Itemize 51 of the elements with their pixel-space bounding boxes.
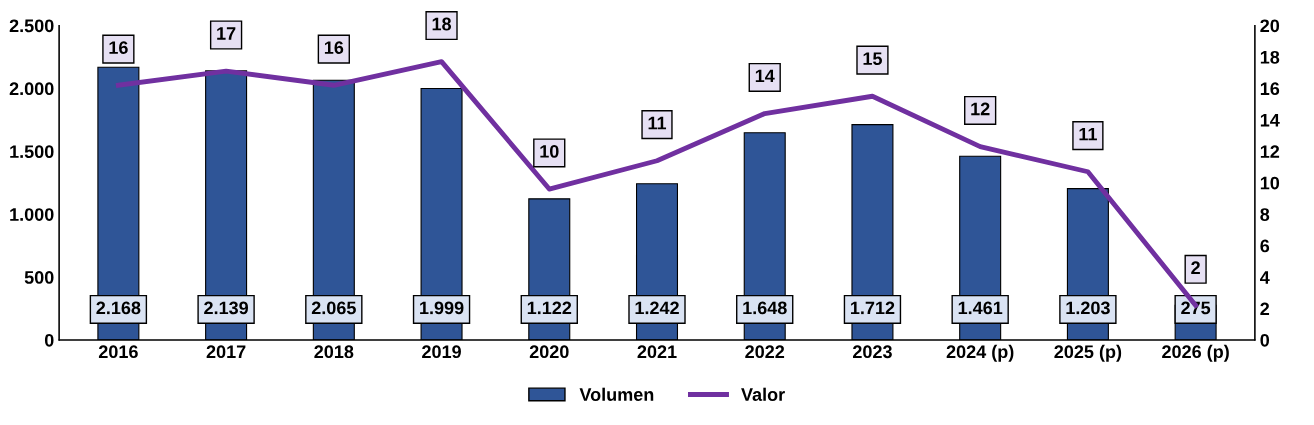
y2-tick-label: 2 <box>1260 302 1270 316</box>
y2-tick-label: 16 <box>1260 82 1280 96</box>
x-tick-label: 2020 <box>529 345 569 359</box>
data-label: 1.461 <box>958 301 1003 315</box>
y-tick-label: 1.500 <box>10 145 54 159</box>
x-tick-label: 2016 <box>98 345 138 359</box>
data-label: 2.139 <box>204 301 249 315</box>
x-tick-label: 2018 <box>314 345 354 359</box>
data-label: 16 <box>324 41 344 54</box>
x-tick-label: 2022 <box>745 345 785 359</box>
data-label: 2.065 <box>311 301 356 315</box>
data-label: 2.168 <box>96 301 141 315</box>
data-label: 1.999 <box>420 301 464 315</box>
y2-tick-label: 10 <box>1260 176 1280 190</box>
y2-tick-label: 14 <box>1260 113 1280 127</box>
y-tick-label: 2.500 <box>9 19 54 33</box>
y2-tick-label: 12 <box>1260 145 1280 158</box>
data-label: 1.712 <box>851 301 895 315</box>
y-tick-label: 500 <box>24 271 54 284</box>
data-label: 11 <box>1079 127 1097 141</box>
legend-label: Volumen <box>579 387 654 401</box>
y2-tick-label: 18 <box>1260 50 1280 64</box>
y2-tick-label: 4 <box>1260 271 1270 284</box>
data-label: 1.242 <box>635 301 679 315</box>
data-label: 11 <box>648 116 667 130</box>
data-label: 18 <box>432 17 452 31</box>
y-tick-label: 1.000 <box>10 208 54 221</box>
y2-tick-label: 8 <box>1260 208 1270 221</box>
data-label: 14 <box>755 69 775 83</box>
y-tick-label: 2.000 <box>9 82 54 96</box>
data-label: 2 <box>1191 261 1200 274</box>
y2-tick-label: 20 <box>1260 19 1280 33</box>
x-tick-label: 2026 (p) <box>1162 344 1229 362</box>
x-tick-label: 2024 (p) <box>946 344 1014 362</box>
y-tick-label: 0 <box>44 333 54 347</box>
data-label: 1.648 <box>743 301 787 315</box>
x-tick-label: 2025 (p) <box>1054 344 1122 362</box>
data-label: 10 <box>540 144 559 158</box>
data-label: 16 <box>109 41 128 54</box>
x-tick-label: 2019 <box>422 345 461 359</box>
data-label: 1.122 <box>527 301 572 315</box>
data-label: 17 <box>217 27 236 40</box>
legend-label: Valor <box>741 387 785 401</box>
data-label: 15 <box>863 52 882 65</box>
data-label: 12 <box>971 102 990 116</box>
y2-tick-label: 0 <box>1260 333 1270 347</box>
y2-tick-label: 6 <box>1260 239 1270 253</box>
data-label: 1.203 <box>1066 301 1110 315</box>
x-tick-label: 2021 <box>637 345 677 359</box>
x-tick-label: 2023 <box>852 345 892 359</box>
x-tick-label: 2017 <box>206 345 246 359</box>
